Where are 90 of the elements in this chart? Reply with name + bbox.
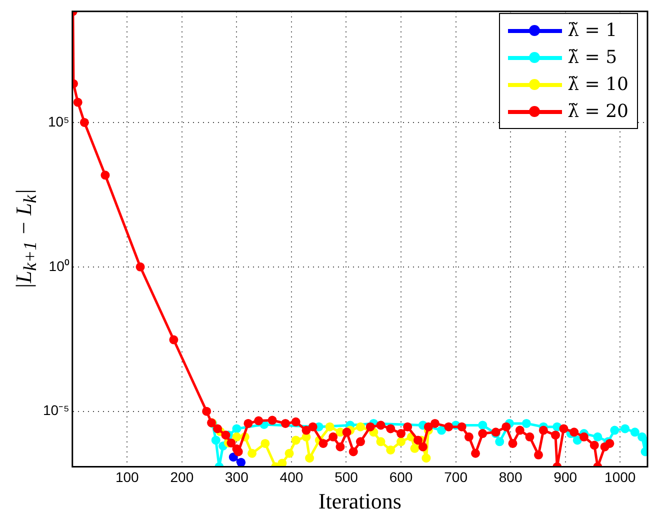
- point: [386, 424, 396, 434]
- point: [414, 436, 422, 445]
- point: [232, 432, 242, 442]
- point: [291, 436, 300, 445]
- x-tick-label: 200: [170, 469, 194, 486]
- point: [366, 422, 375, 432]
- point: [422, 454, 431, 463]
- point: [336, 442, 345, 452]
- point: [376, 437, 386, 446]
- point: [590, 440, 599, 450]
- point: [169, 335, 178, 344]
- point: [593, 432, 602, 442]
- point: [308, 422, 318, 432]
- legend-label: λ̃ = 20: [568, 101, 628, 122]
- point: [234, 447, 243, 456]
- point: [620, 424, 630, 434]
- point: [376, 420, 386, 430]
- point: [464, 432, 474, 442]
- legend-label: λ̃ = 1: [568, 20, 618, 42]
- point: [508, 438, 518, 448]
- point: [478, 429, 488, 438]
- point: [211, 436, 220, 445]
- point: [318, 438, 328, 448]
- point: [502, 422, 511, 432]
- point: [328, 432, 338, 442]
- point: [356, 437, 365, 446]
- point: [610, 426, 620, 435]
- point: [550, 430, 560, 440]
- point: [570, 428, 579, 437]
- y-tick-label: 10⁵: [48, 113, 70, 130]
- point: [444, 422, 454, 432]
- legend-label: λ̃ = 10: [568, 74, 628, 96]
- point: [579, 432, 588, 442]
- y-tick-label: 10⁻⁵: [42, 402, 70, 418]
- point: [100, 170, 110, 180]
- x-tick-label: 900: [554, 469, 578, 486]
- point: [418, 442, 428, 452]
- point: [430, 418, 440, 428]
- point: [73, 98, 82, 107]
- point: [525, 432, 534, 442]
- point: [478, 420, 488, 430]
- point: [471, 448, 480, 458]
- point: [284, 448, 294, 458]
- point: [80, 118, 89, 127]
- point: [268, 416, 277, 425]
- point: [202, 406, 212, 416]
- point: [278, 458, 287, 467]
- y-tick-label: 10⁰: [48, 258, 70, 274]
- point: [291, 417, 300, 426]
- point: [410, 444, 420, 453]
- point: [280, 418, 290, 428]
- x-axis-title: Iterations: [318, 488, 402, 514]
- x-tick-label: 300: [225, 469, 249, 486]
- point: [254, 416, 264, 426]
- point: [522, 418, 531, 428]
- point: [305, 454, 314, 463]
- point: [386, 445, 396, 454]
- point: [302, 426, 311, 435]
- point: [538, 426, 548, 435]
- x-tick-label: 100: [115, 469, 140, 486]
- x-tick-label: 1000: [604, 469, 636, 486]
- point: [396, 437, 406, 446]
- point: [457, 422, 466, 432]
- point: [495, 437, 504, 446]
- x-tick-label: 400: [280, 469, 304, 486]
- point: [325, 422, 334, 432]
- point: [356, 422, 365, 432]
- point: [437, 426, 446, 435]
- point: [396, 429, 406, 438]
- point: [226, 438, 236, 448]
- point: [232, 424, 242, 434]
- point: [236, 458, 246, 467]
- point: [515, 426, 524, 435]
- point: [244, 418, 253, 428]
- point: [260, 438, 270, 448]
- point: [342, 428, 352, 437]
- point: [136, 262, 145, 272]
- point: [221, 430, 230, 440]
- legend-label: λ̃ = 5: [568, 47, 618, 68]
- point: [348, 447, 358, 456]
- point: [403, 422, 412, 432]
- x-tick-label: 700: [444, 469, 468, 486]
- x-tick-label: 500: [334, 469, 358, 486]
- point: [248, 448, 257, 458]
- point: [534, 450, 543, 460]
- point: [559, 424, 568, 434]
- point: [213, 424, 222, 434]
- point: [630, 428, 640, 437]
- x-tick-label: 600: [389, 469, 413, 486]
- x-tick-label: 800: [498, 469, 522, 486]
